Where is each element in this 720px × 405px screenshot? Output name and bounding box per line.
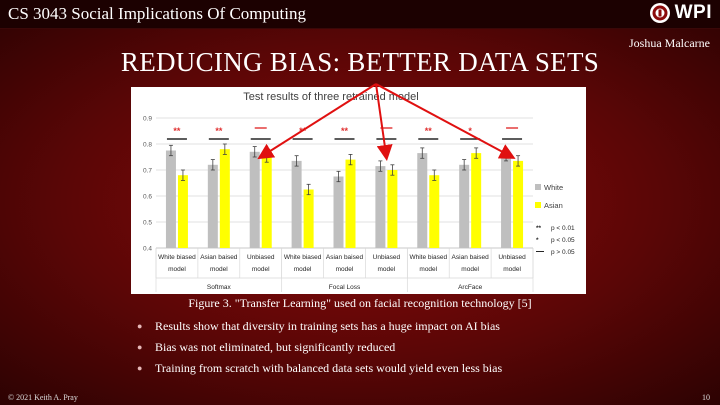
x-tick-label: Unbiased [247, 254, 275, 261]
bar-white [249, 151, 260, 248]
x-tick-label: Asian baised [326, 254, 364, 261]
bar-asian [513, 160, 524, 248]
bullet-text: Results show that diversity in training … [155, 319, 500, 333]
bullet-dot-icon: ● [137, 363, 143, 373]
legend-key-symbol: ** [536, 225, 542, 232]
y-tick-label: 0.4 [143, 246, 152, 253]
bullet-item: ● Training from scratch with balanced dat… [137, 358, 502, 379]
bullet-text: Bias was not eliminated, but significant… [155, 340, 396, 354]
x-tick-label: model [419, 266, 437, 273]
x-tick-label: White biased [284, 254, 322, 261]
bar-asian [429, 175, 440, 248]
bullet-item: ● Results show that diversity in training… [137, 316, 502, 337]
legend-label: White [544, 183, 563, 192]
author-name: Joshua Malcarne [629, 36, 710, 50]
wpi-logo-text: WPI [674, 2, 712, 23]
header-bar: CS 3043 Social Implications Of Computing… [0, 0, 720, 29]
footer-copyright: © 2021 Keith A. Pray [8, 393, 78, 402]
bullet-text: Training from scratch with balanced data… [155, 361, 503, 375]
x-tick-label: Asian baised [452, 254, 490, 261]
x-tick-label: model [503, 266, 521, 273]
bullet-item: ● Bias was not eliminated, but significan… [137, 337, 502, 358]
footer-page-number: 10 [702, 393, 710, 402]
bar-white [207, 164, 218, 248]
x-tick-label: White biased [409, 254, 447, 261]
bar-chart: Test results of three retrained model 0.4… [143, 91, 575, 292]
bar-white [501, 155, 512, 248]
bar-white [375, 166, 386, 248]
bar-asian [261, 157, 272, 248]
figure-caption: Figure 3. "Transfer Learning" used on fa… [188, 296, 532, 310]
bar-asian [471, 153, 482, 248]
bullet-list: ● Results show that diversity in training… [137, 316, 502, 379]
legend-key-label: p < 0.01 [551, 225, 575, 232]
chart-title: Test results of three retrained model [243, 91, 418, 103]
wpi-logo: WPI [649, 2, 712, 24]
significance-mark: ** [215, 126, 223, 136]
wpi-seal-icon [649, 3, 670, 23]
significance-mark: ** [425, 126, 433, 136]
bullet-dot-icon: ● [137, 342, 143, 352]
course-title: CS 3043 Social Implications Of Computing [8, 4, 306, 23]
bar-white [291, 160, 302, 248]
legend-key-label: p > 0.05 [551, 249, 575, 256]
bar-white [165, 150, 176, 248]
y-tick-label: 0.8 [143, 142, 152, 149]
x-tick-label: model [461, 266, 479, 273]
group-label: Focal Loss [329, 284, 361, 291]
x-tick-label: model [378, 266, 396, 273]
chart-figure: Test results of three retrained model 0.4… [131, 87, 586, 294]
legend-swatch [535, 202, 541, 208]
significance-mark: ** [299, 126, 307, 136]
y-tick-label: 0.7 [143, 168, 152, 175]
legend-key-symbol: * [536, 237, 539, 244]
bar-asian [219, 149, 230, 248]
bullet-dot-icon: ● [137, 321, 143, 331]
y-tick-label: 0.6 [143, 194, 152, 201]
y-tick-label: 0.9 [143, 116, 152, 123]
legend-key-label: p < 0.05 [551, 237, 575, 244]
bar-asian [303, 189, 314, 248]
bar-asian [387, 170, 398, 248]
x-tick-label: Unbiased [498, 254, 526, 261]
significance-mark: ** [173, 126, 181, 136]
group-label: ArcFace [458, 284, 483, 291]
bar-asian [177, 175, 188, 248]
x-tick-label: White biased [158, 254, 196, 261]
legend-label: Asian [544, 201, 563, 210]
bar-white [459, 164, 470, 248]
y-tick-label: 0.5 [143, 220, 152, 227]
bar-white [333, 176, 344, 248]
significance-mark: ** [341, 126, 349, 136]
bar-asian [345, 159, 356, 248]
slide-title: REDUCING BIAS: BETTER DATA SETS [120, 47, 600, 77]
x-tick-label: Asian baised [200, 254, 238, 261]
group-label: Softmax [207, 284, 232, 291]
bar-white [417, 153, 428, 248]
x-tick-label: model [336, 266, 354, 273]
x-tick-label: model [252, 266, 270, 273]
significance-mark: * [468, 126, 472, 136]
x-tick-label: model [168, 266, 186, 273]
x-tick-label: Unbiased [373, 254, 401, 261]
x-tick-label: model [210, 266, 228, 273]
x-tick-label: model [294, 266, 312, 273]
legend-swatch [535, 184, 541, 190]
